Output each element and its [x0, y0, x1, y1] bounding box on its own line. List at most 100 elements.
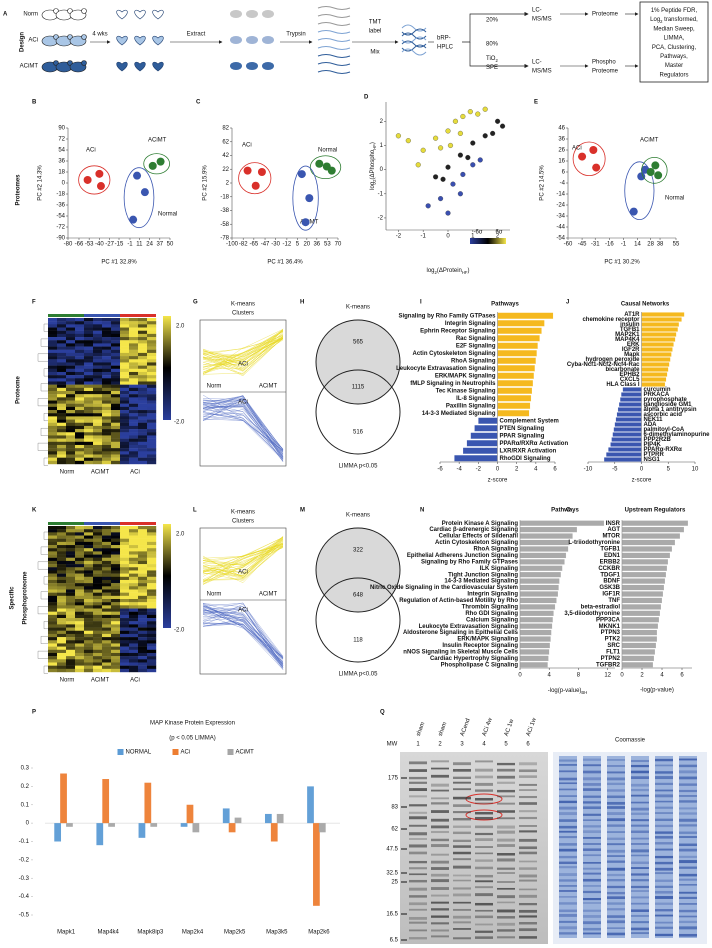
heatmap-cell [93, 665, 103, 670]
bar [264, 813, 272, 824]
step-label: Trypsin [286, 32, 305, 38]
coomassie-band [631, 812, 649, 815]
bar [612, 432, 642, 437]
heatmap-cell [66, 573, 76, 577]
gel-band [409, 895, 427, 898]
coomassie-band [631, 770, 649, 774]
bar [641, 342, 674, 347]
heatmap-cell [129, 384, 139, 389]
heatmap-cell [147, 441, 157, 446]
heatmap-cell [129, 583, 139, 587]
heatmap-cell [84, 384, 94, 389]
group-label: ACi [130, 470, 140, 476]
heatmap-cell [48, 384, 58, 389]
heatmap-cell [48, 592, 58, 597]
category-label: Actin Cytoskeleton Signaling [435, 540, 518, 546]
heatmap-cell [102, 551, 112, 555]
cluster-line [202, 395, 284, 457]
group-bar [84, 522, 120, 525]
category-label: PIP4K [644, 442, 662, 448]
heatmap-cell [48, 454, 58, 458]
coomassie-band [631, 788, 649, 792]
bar [462, 447, 498, 455]
coomassie-band [607, 837, 625, 840]
heatmap-cell [66, 548, 76, 552]
coomassie-band [679, 848, 697, 852]
heatmap-cell [66, 333, 76, 338]
heatmap-cell [129, 419, 139, 423]
gel-band [431, 915, 449, 918]
heatmap-cell [138, 554, 148, 558]
y-tick-label: -72 [56, 225, 65, 231]
cluster-line [202, 396, 284, 451]
heatmap-cell [120, 599, 130, 603]
category-label: ERBB2 [600, 559, 621, 565]
heatmap-cell [66, 662, 76, 666]
heatmap-cell [102, 343, 112, 347]
heatmap-cell [66, 624, 76, 628]
panel-letter: D [364, 95, 369, 101]
cluster-line [202, 546, 284, 573]
heatmap-cell [66, 665, 76, 670]
heatmap-cell [48, 576, 58, 581]
heatmap-cell [66, 387, 76, 392]
x-tick-label: 0 [518, 673, 522, 679]
heatmap-cell [48, 652, 58, 657]
analysis-line: Median Sweep, [653, 26, 695, 32]
heatmap-cell [120, 422, 130, 427]
text-part: log [427, 268, 435, 274]
heatmap-cell [129, 668, 139, 673]
coomassie-band [655, 806, 673, 809]
heatmap-cell [129, 554, 139, 558]
heatmap-cell [57, 397, 67, 401]
heatmap-cell [66, 627, 76, 631]
text-part: -log(p-value) [548, 688, 582, 694]
category-label: Leukocyte Extravasation Signaling [396, 366, 496, 372]
coomassie-band [655, 861, 673, 865]
bar [641, 352, 672, 357]
heatmap-cell [57, 646, 67, 650]
group-bar [120, 522, 156, 525]
heatmap-cell [111, 330, 121, 335]
heatmap-cell [147, 560, 157, 565]
coomassie-band [607, 824, 625, 827]
group-label: Norm [60, 470, 75, 476]
heatmap-cell [48, 595, 58, 600]
y-tick-label: 82 [222, 126, 229, 132]
heatmap-cell [57, 649, 67, 654]
heatmap-cell [93, 451, 103, 455]
heatmap-cell [75, 362, 85, 366]
heatmap-cell [57, 579, 67, 584]
heatmap-cell [57, 356, 67, 360]
heatmap-cell [66, 349, 76, 354]
coomassie-band [559, 806, 577, 810]
heatmap-cell [138, 441, 148, 446]
category-label: MAP4K4 [615, 337, 640, 343]
cluster-line [202, 606, 284, 658]
heatmap-cell [102, 611, 112, 616]
heatmap-cell [111, 381, 121, 385]
coomassie-band [631, 914, 649, 917]
heatmap-cell [48, 425, 58, 430]
gel-band [497, 867, 515, 870]
heatmap-cell [147, 579, 157, 584]
extract-blob [230, 10, 242, 18]
heatmap-cell [138, 403, 148, 408]
heatmap-cell [66, 541, 76, 546]
heatmap-cell [147, 618, 157, 622]
mixed-peptide [401, 24, 427, 32]
category-label: IGF1R [602, 592, 620, 598]
analysis-line: Pathways, [660, 54, 688, 60]
dendrogram [43, 665, 48, 674]
coomassie-band [655, 848, 673, 851]
coomassie-band [655, 872, 673, 875]
text-part: (ΔPhospho [370, 149, 376, 179]
heatmap-cell [66, 416, 76, 420]
step-label: MS/MS [532, 17, 552, 23]
gel-band [519, 830, 537, 833]
category-label: Tec Kinase Signaling [436, 388, 496, 394]
cluster-line [202, 399, 284, 450]
heatmap-cell [57, 444, 67, 449]
x-tick-label: 55 [673, 242, 680, 248]
gel-band [497, 795, 515, 798]
